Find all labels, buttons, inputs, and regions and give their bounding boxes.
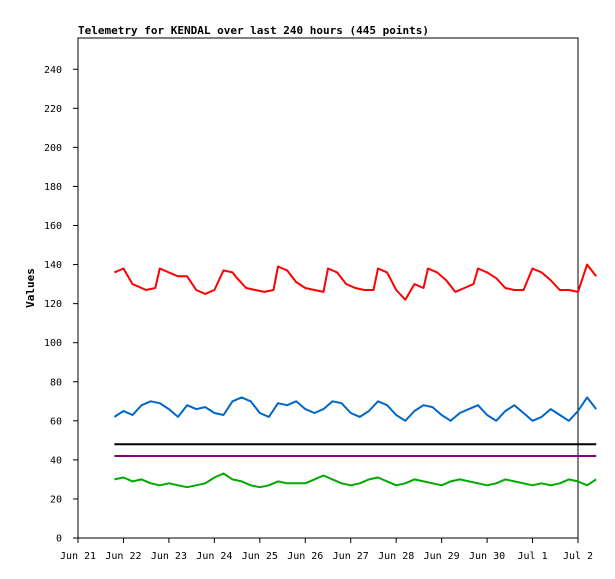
y-tick-label: 40 (50, 455, 62, 466)
y-tick-label: 60 (50, 416, 62, 427)
x-tick-label: Jun 29 (424, 551, 460, 562)
y-tick-label: 180 (44, 182, 62, 193)
x-tick-label: Jun 23 (151, 551, 187, 562)
x-tick-label: Jun 28 (378, 551, 414, 562)
y-tick-label: 100 (44, 338, 62, 349)
x-tick-label: Jul 2 (563, 551, 593, 562)
x-tick-label: Jun 22 (105, 551, 141, 562)
y-tick-label: 220 (44, 104, 62, 115)
x-tick-label: Jun 24 (196, 551, 232, 562)
plot-area (77, 37, 579, 539)
y-tick-label: 20 (50, 494, 62, 505)
y-tick-label: 140 (44, 260, 62, 271)
x-axis: Jun 21 Jun 22 Jun 23 Jun 24 Jun 25 Jun 26 Jun … (60, 538, 593, 562)
y-axis-label: Values (24, 268, 37, 308)
y-tick-label: 120 (44, 299, 62, 310)
y-tick-label: 240 (44, 65, 62, 76)
x-tick-label: Jun 26 (287, 551, 323, 562)
y-axis: 0 20 40 60 80 100 120 140 160 180 200 220 240 (44, 65, 78, 545)
y-tick-label: 200 (44, 143, 62, 154)
x-tick-label: Jun 27 (333, 551, 369, 562)
series-lines (113, 263, 597, 489)
chart-title: Telemetry for KENDAL over last 240 hours… (78, 24, 429, 37)
y-tick-label: 80 (50, 377, 62, 388)
x-tick-label: Jun 30 (469, 551, 505, 562)
series-line-5 (114, 472, 597, 489)
x-tick-label: Jun 21 (60, 551, 96, 562)
series-line-1 (114, 263, 597, 301)
x-tick-label: Jun 25 (242, 551, 278, 562)
y-tick-label: 160 (44, 221, 62, 232)
series-line-2 (113, 396, 597, 422)
x-tick-label: Jul 1 (517, 551, 547, 562)
y-tick-label: 0 (56, 534, 62, 545)
